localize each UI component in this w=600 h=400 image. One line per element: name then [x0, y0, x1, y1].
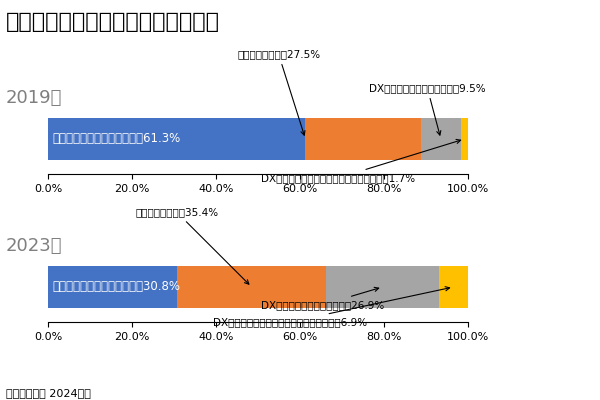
Text: 紙や口頭による業務が中心　30.8%: 紙や口頭による業務が中心 30.8% — [52, 280, 180, 294]
Bar — [461, 118, 468, 160]
Bar — [305, 118, 421, 160]
Bar — [439, 266, 468, 308]
Text: DXでビジネスモデル変革や競争力強化中　6.9%: DXでビジネスモデル変革や競争力強化中 6.9% — [213, 287, 449, 327]
Text: DXで業務効率化取り組み中　9.5%: DXで業務効率化取り組み中 9.5% — [369, 83, 485, 135]
Text: 中小企業白書 2024より: 中小企業白書 2024より — [6, 388, 91, 398]
Bar — [421, 118, 461, 160]
Bar — [48, 266, 178, 308]
Bar — [178, 266, 326, 308]
Bar — [48, 118, 305, 160]
Text: DXでビジネスモデル変革や競争力強化中　1.7%: DXでビジネスモデル変革や競争力強化中 1.7% — [261, 140, 461, 183]
Text: DXで業務効率化取り組み中　26.9%: DXで業務効率化取り組み中 26.9% — [261, 287, 384, 310]
Text: デジタル移行中　35.4%: デジタル移行中 35.4% — [135, 207, 249, 284]
Text: デジタル移行中　27.5%: デジタル移行中 27.5% — [237, 49, 320, 135]
Text: 2019年: 2019年 — [6, 89, 62, 107]
Bar — [326, 266, 439, 308]
Text: 紙や口頭による業務が中心　61.3%: 紙や口頭による業務が中心 61.3% — [52, 132, 181, 146]
Text: 2023年: 2023年 — [6, 237, 62, 255]
Text: 中小企業デジタル化の取り組み段階: 中小企業デジタル化の取り組み段階 — [6, 12, 220, 32]
